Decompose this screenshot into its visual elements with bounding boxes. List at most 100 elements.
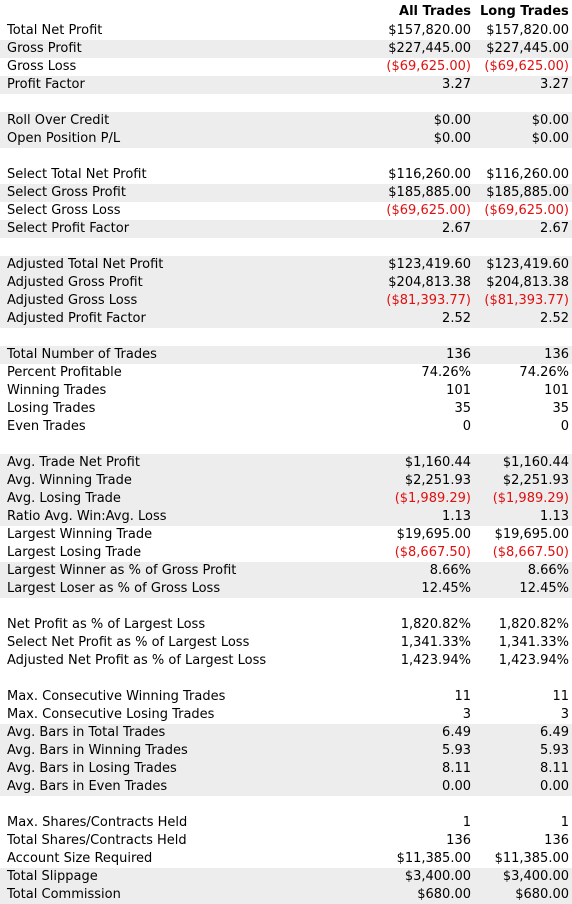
table-row: Total Commission $680.00 $680.00 xyxy=(0,886,572,904)
long-trades-value: 0 xyxy=(560,419,569,434)
table-row: Avg. Bars in Even Trades 0.00 0.00 xyxy=(0,778,572,796)
row-label: Select Gross Profit xyxy=(7,185,126,200)
long-trades-value: 2.52 xyxy=(540,311,569,326)
row-label: Select Gross Loss xyxy=(7,203,121,218)
row-label: Total Number of Trades xyxy=(7,347,157,362)
row-label: Roll Over Credit xyxy=(7,113,110,128)
all-trades-value: 1,423.94% xyxy=(400,653,471,668)
column-header: All Trades Long Trades xyxy=(0,4,572,22)
long-trades-value: $2,251.93 xyxy=(502,473,569,488)
all-trades-value: $2,251.93 xyxy=(404,473,471,488)
long-trades-value: 101 xyxy=(544,383,569,398)
long-trades-value: 1,423.94% xyxy=(498,653,569,668)
row-label: Max. Consecutive Losing Trades xyxy=(7,707,215,722)
long-trades-value: 11 xyxy=(552,689,569,704)
long-trades-value: $0.00 xyxy=(531,131,569,146)
row-label: Avg. Winning Trade xyxy=(7,473,132,488)
row-label: Losing Trades xyxy=(7,401,96,416)
row-label: Avg. Losing Trade xyxy=(7,491,121,506)
group-spacer xyxy=(0,94,572,112)
long-trades-value: 8.11 xyxy=(540,761,569,776)
table-row: Avg. Trade Net Profit $1,160.44 $1,160.44 xyxy=(0,454,572,472)
group-spacer xyxy=(0,670,572,688)
row-label: Select Net Profit as % of Largest Loss xyxy=(7,635,250,650)
row-label: Largest Winner as % of Gross Profit xyxy=(7,563,237,578)
table-row: Largest Loser as % of Gross Loss 12.45% 12… xyxy=(0,580,572,598)
table-row: Ratio Avg. Win:Avg. Loss 1.13 1.13 xyxy=(0,508,572,526)
all-trades-value: 3 xyxy=(462,707,471,722)
all-trades-value: 74.26% xyxy=(421,365,471,380)
long-trades-value: 136 xyxy=(544,347,569,362)
all-trades-value: $204,813.38 xyxy=(388,275,471,290)
long-trades-value: 2.67 xyxy=(540,221,569,236)
table-row: Gross Loss ($69,625.00) ($69,625.00) xyxy=(0,58,572,76)
all-trades-value: 136 xyxy=(446,833,471,848)
all-trades-value: $1,160.44 xyxy=(404,455,471,470)
long-trades-value: 1.13 xyxy=(540,509,569,524)
table-row: Max. Shares/Contracts Held 1 1 xyxy=(0,814,572,832)
table-row: Adjusted Gross Loss ($81,393.77) ($81,393.… xyxy=(0,292,572,310)
all-trades-value: 2.52 xyxy=(442,311,471,326)
row-label: Adjusted Gross Loss xyxy=(7,293,138,308)
performance-summary-table: Total Net Profit $157,820.00 $157,820.00 Gr… xyxy=(0,22,572,904)
table-row: Total Net Profit $157,820.00 $157,820.00 xyxy=(0,22,572,40)
long-trades-value: 1 xyxy=(560,815,569,830)
table-row: Total Slippage $3,400.00 $3,400.00 xyxy=(0,868,572,886)
row-label: Total Commission xyxy=(7,887,121,902)
all-trades-value: $680.00 xyxy=(417,887,471,902)
all-trades-value: ($81,393.77) xyxy=(386,293,471,308)
row-label: Adjusted Net Profit as % of Largest Loss xyxy=(7,653,267,668)
long-trades-value: $123,419.60 xyxy=(486,257,569,272)
table-row: Total Number of Trades 136 136 xyxy=(0,346,572,364)
row-label: Total Net Profit xyxy=(7,23,103,38)
row-label: Select Total Net Profit xyxy=(7,167,147,182)
all-trades-value: 8.66% xyxy=(429,563,471,578)
table-row: Select Profit Factor 2.67 2.67 xyxy=(0,220,572,238)
long-trades-value: 1,820.82% xyxy=(498,617,569,632)
row-label: Adjusted Profit Factor xyxy=(7,311,146,326)
group-spacer xyxy=(0,328,572,346)
table-row: Avg. Bars in Winning Trades 5.93 5.93 xyxy=(0,742,572,760)
table-row: Adjusted Gross Profit $204,813.38 $204,813… xyxy=(0,274,572,292)
long-trades-value: $11,385.00 xyxy=(494,851,569,866)
table-row: Adjusted Net Profit as % of Largest Loss… xyxy=(0,652,572,670)
row-label: Avg. Trade Net Profit xyxy=(7,455,140,470)
long-trades-value: $227,445.00 xyxy=(486,41,569,56)
table-row: Adjusted Total Net Profit $123,419.60 $123… xyxy=(0,256,572,274)
all-trades-value: 11 xyxy=(454,689,471,704)
table-row: Percent Profitable 74.26% 74.26% xyxy=(0,364,572,382)
long-trades-value: ($1,989.29) xyxy=(492,491,569,506)
row-label: Adjusted Total Net Profit xyxy=(7,257,164,272)
long-trades-value: 0.00 xyxy=(540,779,569,794)
row-label: Avg. Bars in Even Trades xyxy=(7,779,168,794)
table-row: Largest Losing Trade ($8,667.50) ($8,667.5… xyxy=(0,544,572,562)
row-label: Even Trades xyxy=(7,419,86,434)
all-trades-value: $0.00 xyxy=(433,113,471,128)
long-trades-value: ($81,393.77) xyxy=(484,293,569,308)
table-row: Select Gross Loss ($69,625.00) ($69,625.00… xyxy=(0,202,572,220)
table-row: Net Profit as % of Largest Loss 1,820.82%… xyxy=(0,616,572,634)
table-row: Account Size Required $11,385.00 $11,385.0… xyxy=(0,850,572,868)
table-row: Select Net Profit as % of Largest Loss 1,… xyxy=(0,634,572,652)
row-label: Profit Factor xyxy=(7,77,85,92)
all-trades-value: 1,820.82% xyxy=(400,617,471,632)
all-trades-value: 8.11 xyxy=(442,761,471,776)
row-label: Avg. Bars in Winning Trades xyxy=(7,743,188,758)
table-row: Even Trades 0 0 xyxy=(0,418,572,436)
long-trades-value: $0.00 xyxy=(531,113,569,128)
table-row: Max. Consecutive Losing Trades 3 3 xyxy=(0,706,572,724)
long-trades-value: 1,341.33% xyxy=(498,635,569,650)
row-label: Winning Trades xyxy=(7,383,107,398)
table-row: Losing Trades 35 35 xyxy=(0,400,572,418)
header-long-trades: Long Trades xyxy=(480,4,569,19)
table-row: Select Total Net Profit $116,260.00 $116,2… xyxy=(0,166,572,184)
long-trades-value: ($69,625.00) xyxy=(484,203,569,218)
table-row: Roll Over Credit $0.00 $0.00 xyxy=(0,112,572,130)
row-label: Open Position P/L xyxy=(7,131,121,146)
long-trades-value: 74.26% xyxy=(519,365,569,380)
table-row: Adjusted Profit Factor 2.52 2.52 xyxy=(0,310,572,328)
all-trades-value: ($8,667.50) xyxy=(394,545,471,560)
table-row: Gross Profit $227,445.00 $227,445.00 xyxy=(0,40,572,58)
long-trades-value: 35 xyxy=(552,401,569,416)
row-label: Net Profit as % of Largest Loss xyxy=(7,617,206,632)
